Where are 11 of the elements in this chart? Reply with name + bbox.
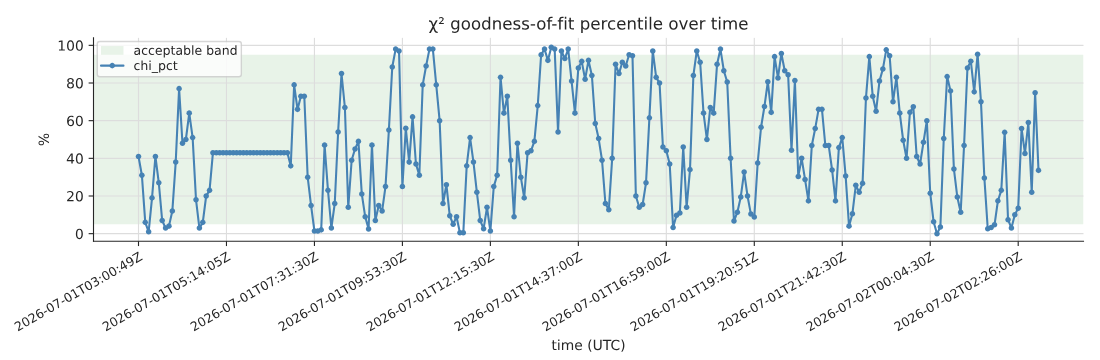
y-tick-label: 80 [67, 77, 83, 89]
y-tick-label: 0 [75, 228, 83, 240]
y-axis-title: % [38, 133, 50, 146]
x-axis-title: time (UTC) [551, 339, 625, 352]
y-tick-label: 60 [67, 115, 83, 127]
y-tick-label: 40 [66, 153, 83, 164]
band-label: acceptable band [134, 45, 237, 58]
chart-title: χ² goodness-of-fit percentile over time [429, 16, 748, 33]
legend-label: chi_pct [134, 60, 178, 73]
y-tick-label: 100 [58, 40, 83, 51]
y-tick-label: 20 [67, 190, 83, 202]
